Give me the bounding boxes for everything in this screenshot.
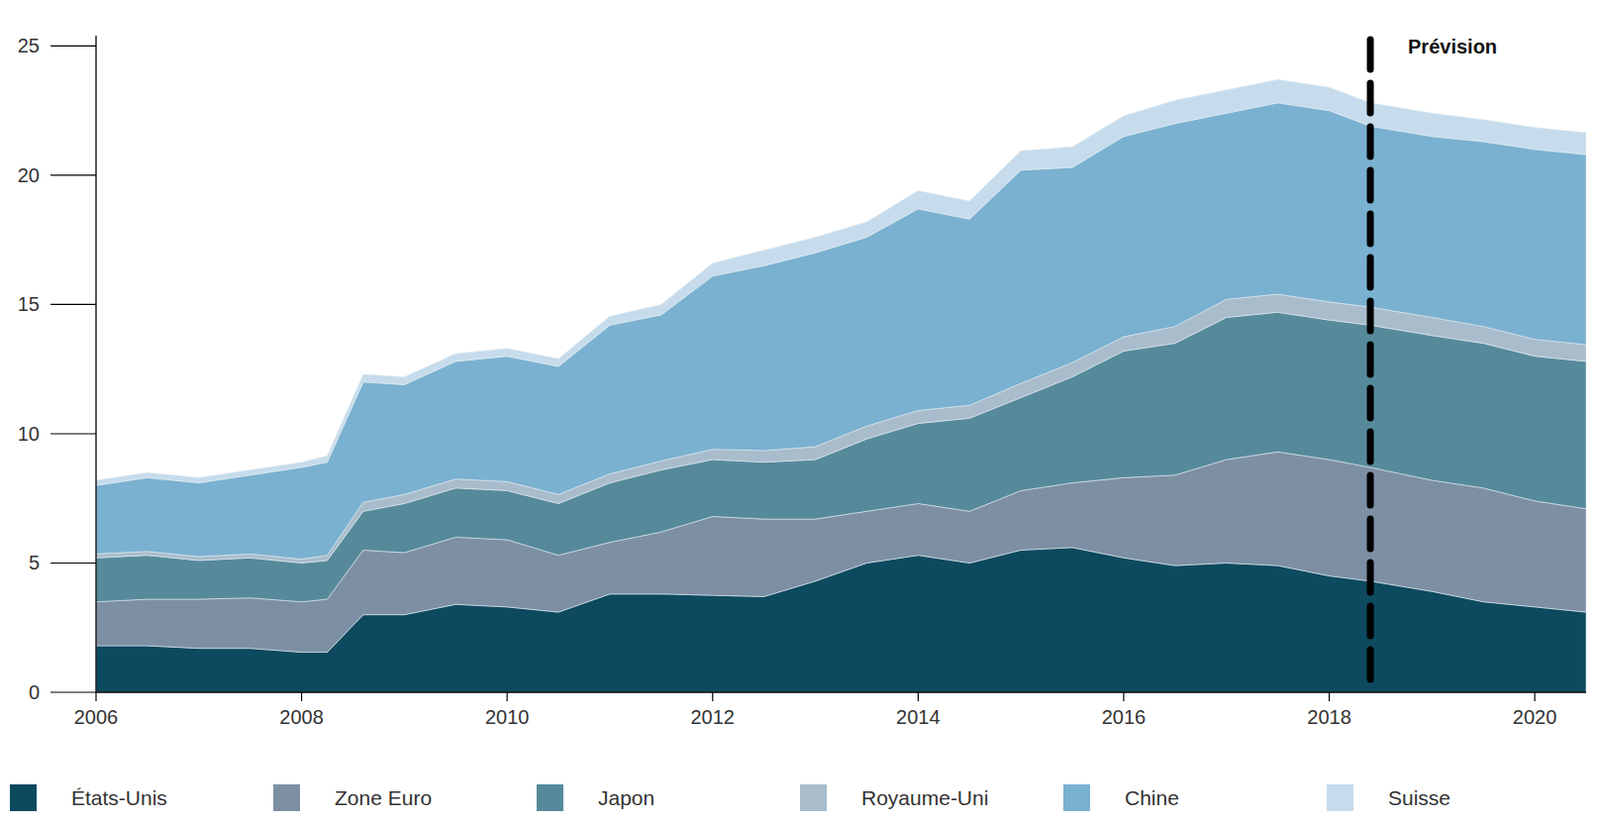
y-tick-label: 15 (17, 293, 40, 315)
legend-label: Royaume-Uni (861, 786, 989, 809)
y-tick (50, 45, 97, 47)
x-tick (1328, 692, 1330, 701)
x-tick (1122, 692, 1124, 701)
x-tick-label: 2006 (74, 705, 119, 728)
legend-label: Chine (1124, 786, 1180, 809)
forecast-line (1367, 39, 1375, 691)
y-tick (50, 562, 97, 564)
y-tick (50, 303, 97, 305)
y-tick-label: 5 (28, 551, 40, 574)
y-tick (50, 691, 97, 693)
legend-label: Japon (598, 786, 655, 809)
x-axis (96, 691, 1587, 693)
legend-swatch (800, 784, 827, 811)
y-tick (50, 174, 97, 176)
legend-label: Zone Euro (334, 786, 432, 809)
x-tick-label: 2008 (279, 705, 324, 728)
x-tick-label: 2016 (1101, 705, 1147, 728)
legend-swatch (1326, 784, 1354, 811)
area-4 (96, 102, 1587, 560)
area-5 (96, 79, 1587, 486)
x-tick (917, 692, 919, 701)
annotation: Prévision (1407, 35, 1498, 58)
legend-swatch (9, 784, 37, 811)
y-tick-label: 20 (17, 164, 40, 187)
legend-label: Suisse (1388, 786, 1451, 809)
y-tick-label: 25 (17, 34, 40, 57)
x-tick (95, 692, 97, 701)
x-tick-label: 2014 (896, 705, 941, 728)
x-tick (300, 692, 302, 701)
legend-label: États-Unis (71, 786, 168, 809)
x-tick (506, 692, 508, 701)
legend-swatch (536, 784, 564, 811)
y-tick (50, 432, 97, 434)
x-tick-label: 2020 (1512, 705, 1558, 728)
y-axis (95, 35, 97, 693)
legend-swatch (273, 784, 300, 811)
areas (96, 79, 1587, 693)
x-tick (1534, 692, 1536, 701)
legend: États-Unis Zone Euro Japon Royaume-Uni Chine… (9, 784, 1451, 811)
x-tick-label: 2010 (485, 705, 530, 728)
legend-swatch (1063, 784, 1091, 811)
y-tick-label: 0 (28, 681, 40, 703)
x-tick-label: 2012 (691, 705, 736, 728)
chart: 0 5 10 15 20 25 2006 2008 2010 2012 2014 2016 2018 20… (0, 0, 1600, 823)
y-tick-label: 10 (17, 422, 40, 445)
x-tick-label: 2018 (1306, 705, 1352, 728)
x-tick (711, 692, 713, 701)
